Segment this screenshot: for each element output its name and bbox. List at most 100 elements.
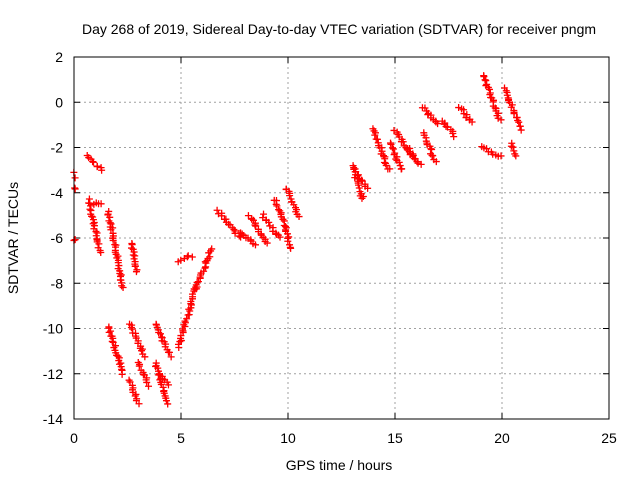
data-point xyxy=(97,248,105,256)
data-point xyxy=(449,129,457,137)
data-point xyxy=(354,171,362,179)
x-tick-label: 25 xyxy=(601,430,617,446)
y-tick-label: -14 xyxy=(43,411,63,427)
data-point xyxy=(248,215,256,223)
y-tick-label: -4 xyxy=(51,185,64,201)
data-point xyxy=(189,290,197,298)
data-point xyxy=(167,353,175,361)
data-point xyxy=(414,159,422,167)
data-point xyxy=(208,245,216,253)
data-point xyxy=(156,330,164,338)
plot-frame xyxy=(73,56,610,420)
y-tick-label: -8 xyxy=(51,275,64,291)
data-point xyxy=(413,158,421,166)
data-point xyxy=(510,110,518,118)
y-tick-label: -6 xyxy=(51,230,64,246)
y-tick-label: -12 xyxy=(43,366,63,382)
data-point xyxy=(86,205,94,213)
data-point xyxy=(97,200,105,208)
data-point xyxy=(115,262,123,270)
data-point xyxy=(380,152,388,160)
grid xyxy=(74,57,609,419)
data-point xyxy=(164,400,172,408)
data-point xyxy=(238,230,246,238)
data-point xyxy=(390,126,398,134)
data-point xyxy=(118,282,126,290)
data-point xyxy=(516,122,524,130)
data-point xyxy=(251,241,259,249)
data-point xyxy=(392,155,400,163)
data-point xyxy=(480,73,488,81)
data-point xyxy=(188,253,196,261)
data-point xyxy=(388,144,396,152)
data-point xyxy=(265,218,273,226)
data-point xyxy=(483,80,491,88)
data-point xyxy=(93,163,101,171)
data-point xyxy=(119,283,127,291)
data-point xyxy=(507,142,515,150)
data-point xyxy=(71,174,79,182)
data-point xyxy=(95,240,103,248)
data-point xyxy=(132,268,140,276)
y-axis: 2 0 -2 -4 -6 -8 -10 -12 -14 xyxy=(43,49,609,427)
data-point xyxy=(287,244,295,252)
data-point xyxy=(355,184,363,192)
x-tick-label: 15 xyxy=(387,430,403,446)
data-point xyxy=(128,241,136,249)
data-point xyxy=(131,262,139,270)
data-point xyxy=(186,307,194,315)
data-point xyxy=(481,76,489,84)
data-point xyxy=(279,215,287,223)
data-point xyxy=(109,236,117,244)
data-point xyxy=(382,161,390,169)
data-point xyxy=(429,152,437,160)
data-point xyxy=(358,194,366,202)
data-point xyxy=(510,147,518,155)
data-point xyxy=(184,252,192,260)
data-point xyxy=(108,337,116,345)
data-point xyxy=(230,226,238,234)
data-point xyxy=(71,236,79,244)
y-tick-label: 2 xyxy=(55,49,63,65)
data-point xyxy=(399,138,407,146)
data-point xyxy=(118,370,126,378)
data-point xyxy=(162,397,170,405)
data-point xyxy=(285,233,293,241)
data-point xyxy=(295,213,303,221)
data-point xyxy=(515,118,523,126)
data-point xyxy=(397,165,405,173)
data-series xyxy=(70,72,525,408)
x-tick-label: 0 xyxy=(70,430,78,446)
data-point xyxy=(176,338,184,346)
data-point xyxy=(468,118,476,126)
data-point xyxy=(160,387,168,395)
y-tick-label: 0 xyxy=(55,94,63,110)
data-point xyxy=(364,184,372,192)
data-point xyxy=(386,165,394,173)
data-point xyxy=(105,328,113,336)
data-point xyxy=(154,364,162,372)
data-point xyxy=(132,390,140,398)
data-point xyxy=(164,381,172,389)
x-axis-title: GPS time / hours xyxy=(286,457,393,473)
data-point xyxy=(145,382,153,390)
data-point xyxy=(272,200,280,208)
data-point xyxy=(127,324,135,332)
data-point xyxy=(90,158,98,166)
x-tick-label: 20 xyxy=(494,430,510,446)
data-point xyxy=(107,226,115,234)
data-point xyxy=(387,140,395,148)
data-point xyxy=(512,152,520,160)
data-point xyxy=(428,145,436,153)
data-point xyxy=(164,348,172,356)
data-point xyxy=(193,278,201,286)
data-point xyxy=(432,158,440,166)
y-axis-title: SDTVAR / TECUs xyxy=(5,182,21,294)
data-point xyxy=(358,176,366,184)
data-point xyxy=(213,206,221,214)
data-point xyxy=(135,362,143,370)
data-point xyxy=(509,143,517,151)
y-tick-label: -2 xyxy=(51,140,64,156)
data-point xyxy=(286,192,294,200)
